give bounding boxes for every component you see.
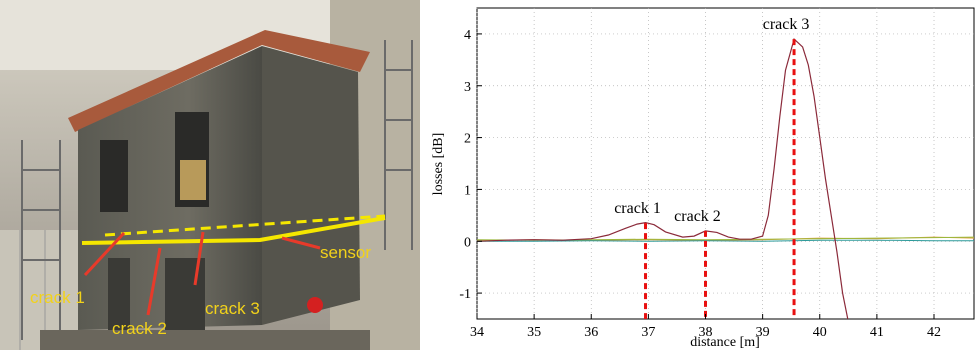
photo-label-crack-1: crack 1 [30,288,85,307]
plot-area [476,7,975,320]
annotation-crack-2: crack 2 [674,208,721,225]
x-tick-label: 34 [470,325,484,340]
y-tick-label: 4 [464,28,471,43]
y-tick-label: 0 [464,235,471,250]
annotation-crack-3: crack 3 [763,16,810,33]
x-tick-label: 40 [813,325,827,340]
series-line-0 [477,37,849,319]
losses-chart: 34 35 36 37 38 39 40 41 42 -1 0 1 2 3 4 crack 1 crack 2… [420,0,975,350]
photo-label-crack-2: crack 2 [112,319,167,338]
base-platform [40,330,370,350]
sensor-line-dashed [104,214,386,237]
x-tick-label: 38 [699,325,713,340]
x-tick-label: 36 [584,325,598,340]
y-tick-label: 1 [464,183,471,198]
x-tick-label: 42 [927,325,941,340]
photo-label-sensor: sensor [320,243,371,262]
door-lower-left [108,258,130,330]
x-tick-label: 39 [756,325,770,340]
series-line-1 [477,239,974,242]
sensor-line [81,216,386,245]
y-tick-label: 3 [464,80,471,95]
y-tick-label: -1 [459,287,471,302]
window-upper-left [100,140,128,212]
x-tick-label: 35 [527,325,541,340]
building-photo: crack 1 crack 2 crack 3 sensor [0,0,420,350]
annotation-crack-1: crack 1 [614,200,661,217]
photo-label-crack-3: crack 3 [205,299,260,318]
y-axis-label: losses [dB] [431,133,446,196]
scaffolding [21,40,413,340]
building-side-wall [262,46,360,325]
crack-arrows [83,231,321,316]
building-photo-illustration: crack 1 crack 2 crack 3 sensor [0,0,420,350]
x-tick-label: 37 [641,325,655,340]
y-tick-label: 2 [464,132,471,147]
door-lower-middle [165,258,205,330]
x-tick-label: 41 [870,325,884,340]
x-axis-label: distance [m] [690,335,760,350]
